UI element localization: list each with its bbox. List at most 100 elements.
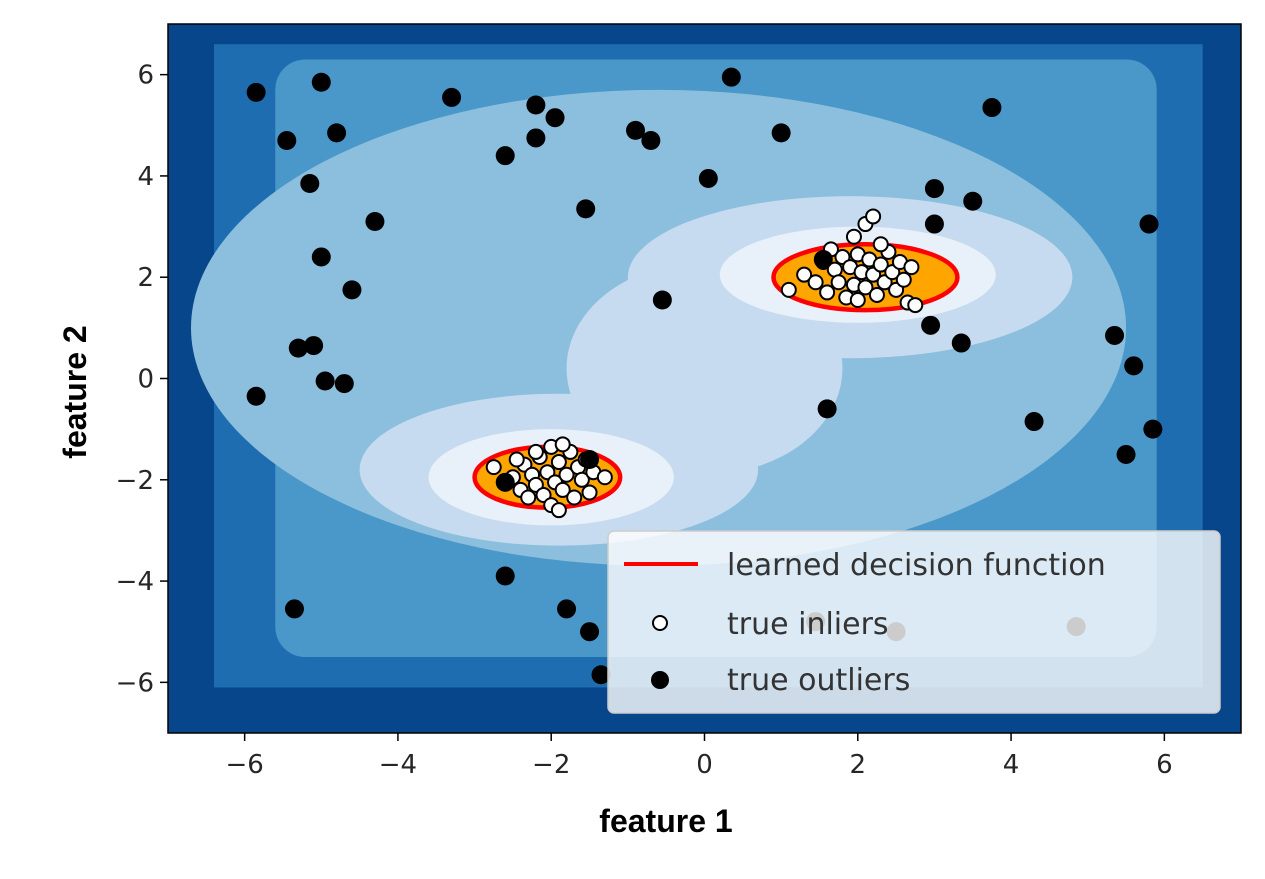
x-tick-label: −6 — [225, 750, 263, 780]
x-tick-label: 2 — [850, 750, 867, 780]
legend-inlier-marker — [652, 615, 668, 631]
outlier-point-4 — [545, 108, 565, 128]
inlier-point-29 — [865, 208, 882, 225]
outlier-point-21 — [1139, 214, 1159, 234]
y-tick-label: 0 — [137, 365, 154, 395]
inlier-point-27 — [845, 228, 862, 245]
inlier-point-57 — [527, 443, 544, 460]
inlier-point-32 — [907, 297, 924, 314]
outlier-point-7 — [277, 130, 297, 150]
legend-label-outliers: true outliers — [727, 663, 910, 698]
inlier-point-26 — [903, 259, 920, 276]
inlier-point-48 — [558, 466, 575, 483]
outlier-point-13 — [771, 123, 791, 143]
outlier-point-11 — [626, 120, 646, 140]
outlier-point-40 — [557, 599, 577, 619]
inlier-point-2 — [807, 274, 824, 291]
outlier-point-17 — [963, 191, 983, 211]
inlier-point-37 — [520, 489, 537, 506]
outlier-point-28 — [304, 336, 324, 356]
inlier-point-50 — [566, 489, 583, 506]
y-tick-label: −4 — [116, 567, 154, 597]
outlier-point-31 — [334, 374, 354, 394]
outlier-point-47 — [580, 450, 600, 470]
outlier-point-16 — [924, 179, 944, 199]
outlier-point-10 — [526, 128, 546, 148]
y-tick-label: −2 — [116, 466, 154, 496]
outlier-point-18 — [365, 212, 385, 232]
x-tick-label: 6 — [1156, 750, 1173, 780]
outlier-point-29 — [1105, 325, 1125, 345]
inlier-point-52 — [573, 471, 590, 488]
outlier-point-27 — [288, 338, 308, 358]
outlier-point-9 — [495, 146, 515, 166]
x-axis-label: feature 1 — [599, 803, 732, 839]
outlier-point-1 — [311, 72, 331, 92]
x-tick-label: 4 — [1003, 750, 1020, 780]
inlier-point-1 — [796, 266, 813, 283]
outlier-point-26 — [951, 333, 971, 353]
outlier-point-38 — [495, 566, 515, 586]
x-tick-label: −2 — [532, 750, 570, 780]
inlier-point-46 — [550, 454, 567, 471]
outlier-point-3 — [526, 95, 546, 115]
inlier-point-58 — [550, 502, 567, 519]
outlier-point-33 — [246, 386, 266, 406]
legend-label-decision-function: learned decision function — [727, 548, 1106, 583]
y-tick-label: 6 — [137, 61, 154, 91]
outlier-point-15 — [698, 168, 718, 188]
outlier-point-37 — [1116, 444, 1136, 464]
inlier-point-33 — [485, 459, 502, 476]
outlier-point-2 — [442, 87, 462, 107]
outlier-point-19 — [576, 199, 596, 219]
outlier-point-12 — [641, 130, 661, 150]
legend-label-inliers: true inliers — [727, 607, 889, 642]
outlier-point-32 — [1124, 356, 1144, 376]
legend-box — [607, 530, 1221, 714]
outlier-point-34 — [817, 399, 837, 419]
y-axis-label: feature 2 — [57, 325, 93, 458]
outlier-point-14 — [300, 174, 320, 194]
y-tick-label: 2 — [137, 263, 154, 293]
outlier-point-36 — [1143, 419, 1163, 439]
inlier-point-14 — [857, 279, 874, 296]
outlier-point-23 — [342, 280, 362, 300]
legend: learned decision function true inliers t… — [607, 530, 1221, 714]
contour-level-4c — [566, 262, 843, 475]
x-tick-label: 0 — [696, 750, 713, 780]
outlier-point-46 — [813, 249, 833, 269]
inlier-point-17 — [868, 286, 885, 303]
outlier-point-30 — [315, 371, 335, 391]
inlier-point-18 — [872, 256, 889, 273]
outlier-point-35 — [1024, 412, 1044, 432]
x-tick-label: −4 — [379, 750, 417, 780]
outlier-point-41 — [580, 622, 600, 642]
inlier-point-59 — [508, 451, 525, 468]
outlier-point-8 — [327, 123, 347, 143]
inlier-point-24 — [895, 271, 912, 288]
inlier-point-4 — [819, 284, 836, 301]
outlier-point-42 — [591, 665, 611, 685]
outlier-point-22 — [311, 247, 331, 267]
outlier-point-25 — [921, 315, 941, 335]
inlier-point-30 — [872, 236, 889, 253]
x-axis-ticks: −6 −4 −2 0 2 4 6 — [225, 733, 1173, 780]
outlier-point-48 — [495, 472, 515, 492]
y-tick-label: 4 — [137, 162, 154, 192]
outlier-point-0 — [246, 82, 266, 102]
inlier-point-12 — [849, 292, 866, 309]
inlier-point-6 — [830, 274, 847, 291]
inlier-point-56 — [596, 469, 613, 486]
inlier-point-54 — [581, 484, 598, 501]
inlier-point-47 — [554, 481, 571, 498]
inlier-point-0 — [780, 281, 797, 298]
outlier-point-5 — [721, 67, 741, 87]
y-tick-label: −6 — [116, 668, 154, 698]
legend-outlier-marker — [651, 671, 669, 689]
outlier-point-39 — [284, 599, 304, 619]
inlier-point-60 — [554, 436, 571, 453]
outlier-point-24 — [652, 290, 672, 310]
outlier-point-6 — [982, 98, 1002, 118]
outlier-point-20 — [924, 214, 944, 234]
